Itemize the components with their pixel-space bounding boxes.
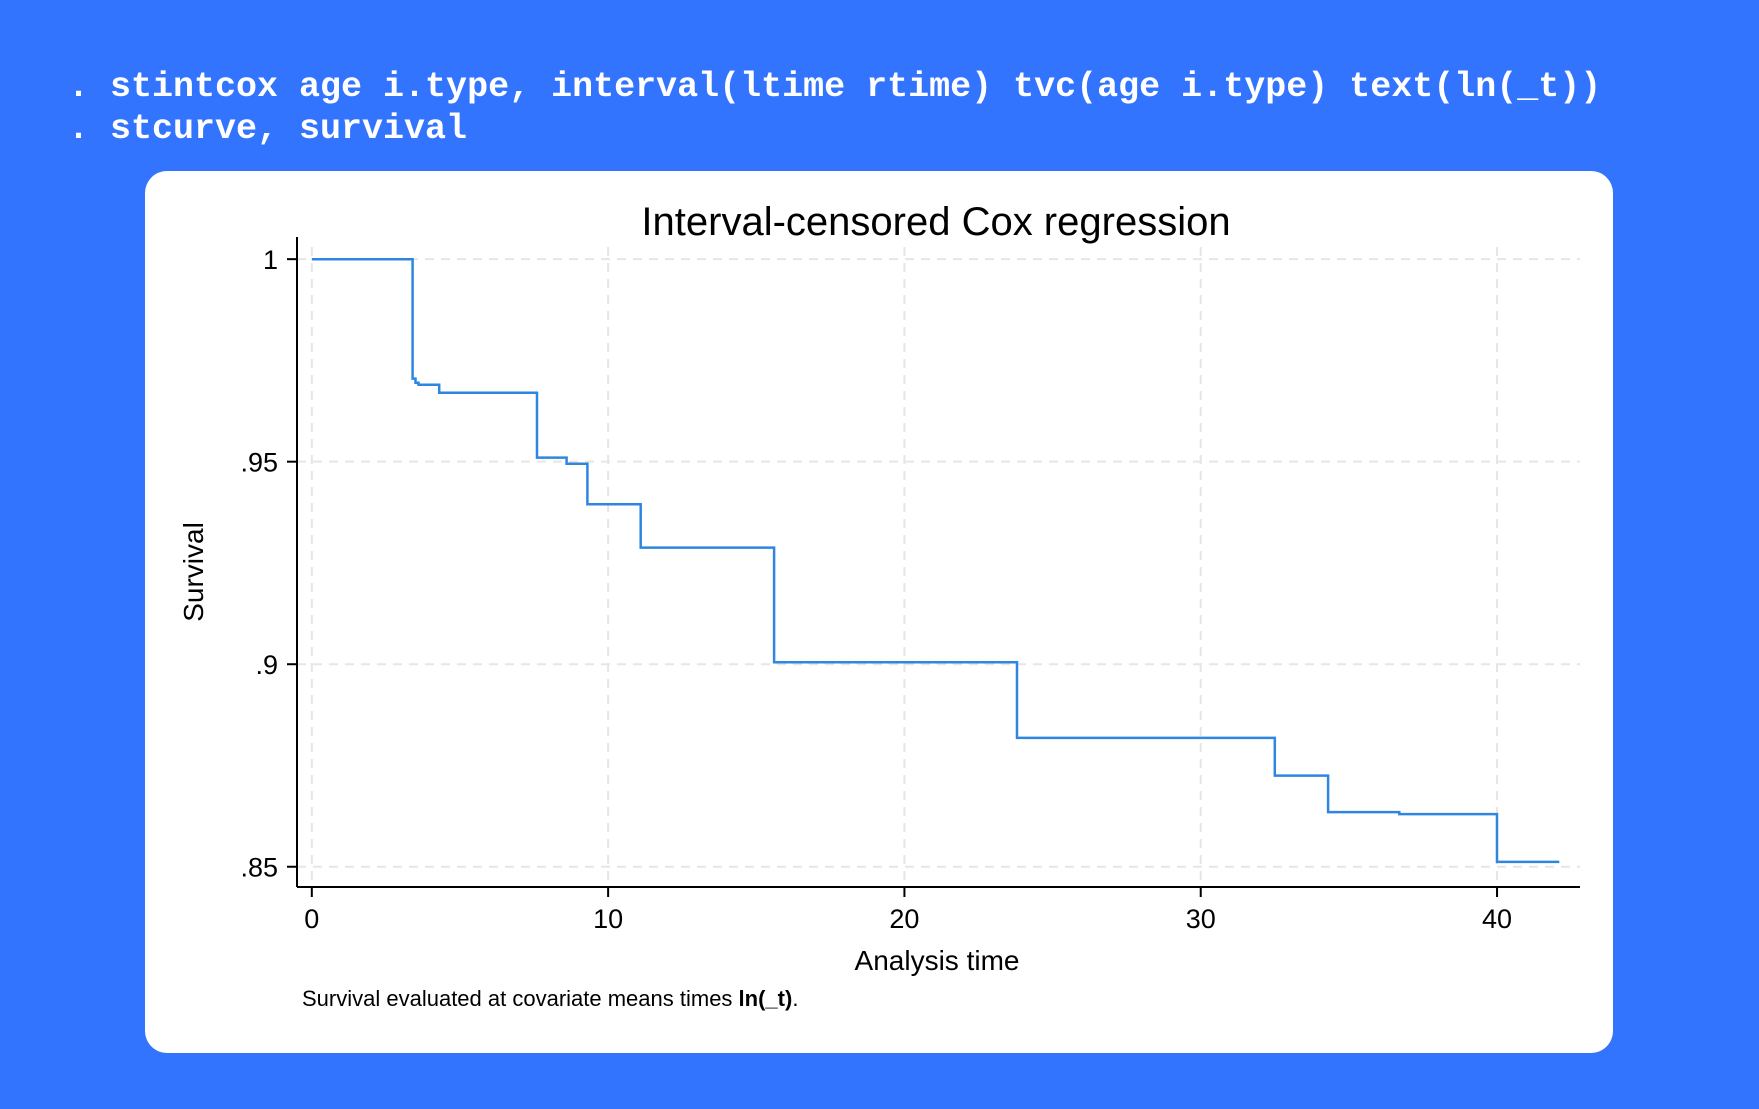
note-suffix: . <box>792 986 799 1011</box>
survival-step-line <box>311 257 1560 864</box>
x-axis-title: Analysis time <box>855 945 1020 976</box>
y-tick-label: .85 <box>240 853 278 883</box>
axes <box>287 237 1580 897</box>
y-axis-title: Survival <box>178 522 209 622</box>
grid-lines <box>297 247 1580 887</box>
x-tick-label: 0 <box>304 904 319 934</box>
y-tick-label: 1 <box>263 245 278 275</box>
graph-card: Interval-censored Cox regression 0 10 20 30… <box>145 171 1613 1053</box>
note-prefix: Survival evaluated at covariate means ti… <box>302 986 739 1011</box>
survival-note: Survival evaluated at covariate means ti… <box>302 986 798 1012</box>
x-tick-label: 20 <box>889 904 919 934</box>
x-tick-label: 10 <box>593 904 623 934</box>
series-layer <box>311 257 1560 864</box>
command-line-stintcox: . stintcox age i.type, interval(ltime rt… <box>68 67 1602 107</box>
y-tick-label: .9 <box>255 650 278 680</box>
command-log: . stintcox age i.type, interval(ltime rt… <box>68 66 1601 150</box>
x-tick-label: 30 <box>1186 904 1216 934</box>
x-tick-label: 40 <box>1482 904 1512 934</box>
y-tick-label: .95 <box>240 448 278 478</box>
chart-title: Interval-censored Cox regression <box>641 200 1230 244</box>
survival-chart: Interval-censored Cox regression 0 10 20 30… <box>178 200 1580 976</box>
tick-labels: 0 10 20 30 40 1 .95 .9 .85 <box>240 245 1512 934</box>
note-emphasis: ln(_t) <box>738 986 793 1011</box>
command-line-stcurve: . stcurve, survival <box>68 109 468 149</box>
